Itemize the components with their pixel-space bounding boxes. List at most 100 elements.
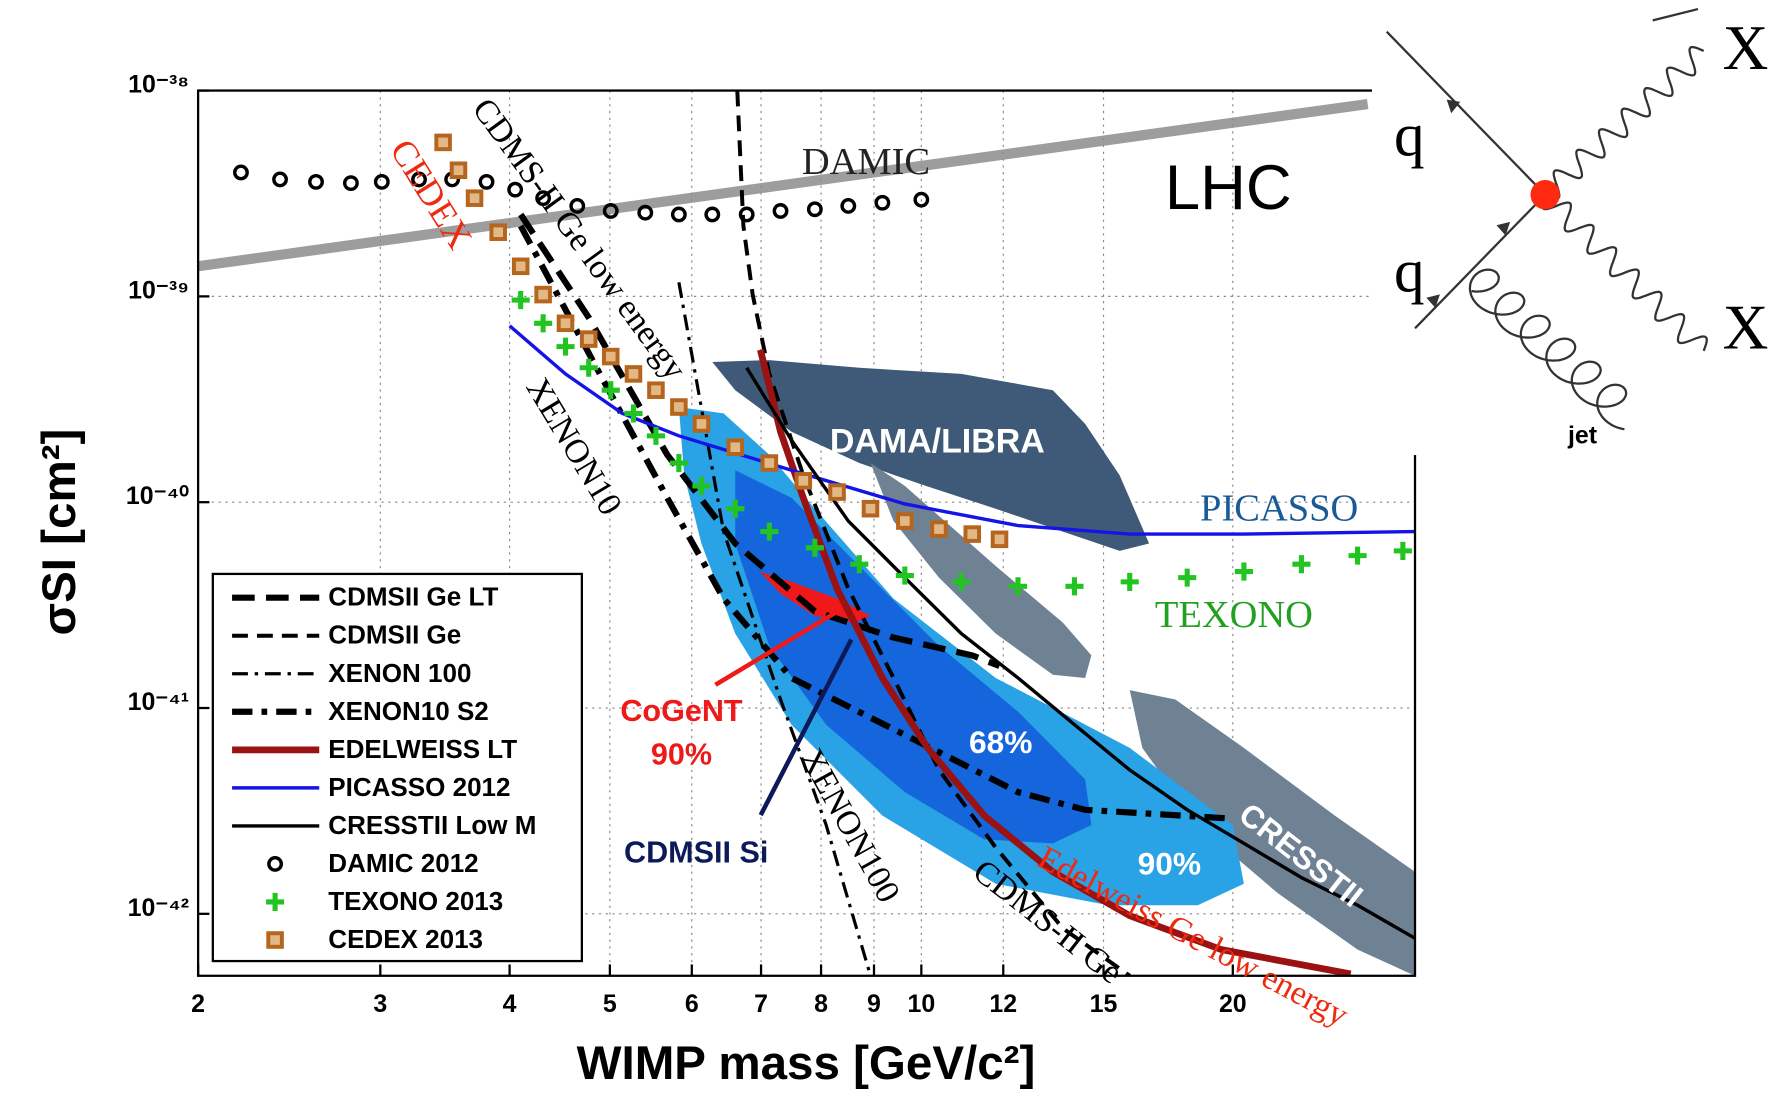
x-tick-label: 10 <box>907 990 935 1018</box>
y-tick-label: 10⁻³⁸ <box>128 71 189 99</box>
marker <box>850 555 869 574</box>
marker <box>990 530 1009 549</box>
marker <box>692 476 711 495</box>
annotation: DAMIC <box>802 141 930 183</box>
marker <box>840 198 857 214</box>
marker <box>266 931 284 949</box>
vertex <box>1530 179 1560 210</box>
arrow-head <box>1496 221 1511 236</box>
marker <box>579 358 598 377</box>
region <box>712 360 1150 551</box>
legend-label: CRESSTII Low M <box>328 810 536 840</box>
x-tick-label: 4 <box>503 990 517 1018</box>
marker <box>489 223 507 241</box>
x-tick-label: 5 <box>603 990 617 1018</box>
series-line <box>508 324 1416 536</box>
marker <box>794 472 813 490</box>
pointer <box>758 638 854 817</box>
marker <box>511 290 530 310</box>
x-tick-label: 3 <box>373 990 387 1018</box>
marker <box>601 381 620 400</box>
y-tick-label: 10⁻⁴¹ <box>128 688 189 716</box>
marker <box>647 381 665 399</box>
legend-label: TEXONO 2013 <box>328 886 503 916</box>
x-axis-label: WIMP mass [GeV/c²] <box>577 1037 1036 1090</box>
marker <box>1348 546 1367 565</box>
marker <box>556 314 575 333</box>
marker <box>738 206 755 223</box>
marker <box>434 133 452 152</box>
inset-label: X <box>1723 292 1769 362</box>
legend: CDMSII Ge LT CDMSII Ge XENON 100 XENON10 S2… <box>211 572 583 963</box>
axes: 2 3 4 5 6 7 8 9 10 12 15 20 10⁻⁴² 10⁻⁴¹ 10⁻⁴⁰ 10⁻³⁹ 10⁻³… <box>126 71 1417 1018</box>
x-tick-label: 15 <box>1090 990 1118 1018</box>
marker <box>828 483 846 501</box>
plot-frame <box>196 89 1417 977</box>
marker <box>930 520 948 538</box>
marker <box>874 194 891 211</box>
region-label: 90% <box>1138 845 1201 881</box>
marker <box>266 892 285 912</box>
arrow-head <box>1426 294 1440 308</box>
marker <box>1065 577 1084 596</box>
marker <box>646 426 666 445</box>
legend-label: XENON 100 <box>328 658 471 688</box>
marker <box>1120 572 1139 591</box>
y-tick-label: 10⁻⁴² <box>128 894 189 922</box>
x-tick-label: 7 <box>754 990 768 1018</box>
marker <box>760 454 779 472</box>
marker <box>624 404 643 423</box>
marker <box>478 173 495 190</box>
marker <box>669 453 688 473</box>
marker <box>1178 568 1197 587</box>
marker <box>1008 577 1028 596</box>
wavy-line <box>1544 45 1705 200</box>
region-label: 68% <box>969 724 1032 760</box>
marker <box>465 189 484 207</box>
region-label: DAMA/LIBRA <box>830 423 1045 461</box>
arrow-head <box>1446 99 1461 114</box>
annotation: 90% <box>651 737 712 771</box>
legend-label: XENON10 S2 <box>328 696 489 726</box>
marker <box>1393 541 1412 560</box>
marker <box>952 572 971 591</box>
pointer <box>714 609 839 687</box>
plot-area <box>198 90 1416 976</box>
marker <box>272 171 288 188</box>
inset-label: jet <box>1567 422 1597 450</box>
x-tick-label: 20 <box>1219 990 1247 1018</box>
legend-label: DAMIC 2012 <box>328 848 478 878</box>
series-line <box>677 282 873 976</box>
limit-line <box>198 98 1369 272</box>
annotation: TEXONO <box>1155 594 1313 636</box>
marker <box>579 330 598 348</box>
inset-label: q <box>1394 103 1425 170</box>
marker <box>267 856 284 872</box>
legend-label: CDMSII Ge LT <box>328 582 498 612</box>
marker <box>233 164 249 181</box>
annotation: CoGeNT <box>620 694 743 728</box>
marker <box>913 191 930 208</box>
y-axis-label: σSI [cm²] <box>33 429 86 636</box>
series-line <box>745 366 1416 940</box>
marker <box>602 203 619 219</box>
inset-label: q <box>1394 238 1425 305</box>
marker <box>670 206 687 223</box>
series-line <box>518 212 1001 669</box>
marker <box>411 171 427 188</box>
marker <box>534 285 552 304</box>
marker <box>805 538 824 557</box>
marker <box>449 161 468 180</box>
series-line <box>517 224 1233 822</box>
x-tick-label: 2 <box>191 990 205 1018</box>
annotation: LHC <box>1165 153 1292 223</box>
marker <box>637 204 654 221</box>
legend-label: CEDEX 2013 <box>328 924 483 954</box>
x-tick-label: 6 <box>685 990 699 1018</box>
marker <box>670 398 688 416</box>
marker <box>895 566 914 585</box>
gluon-line <box>1468 268 1628 431</box>
